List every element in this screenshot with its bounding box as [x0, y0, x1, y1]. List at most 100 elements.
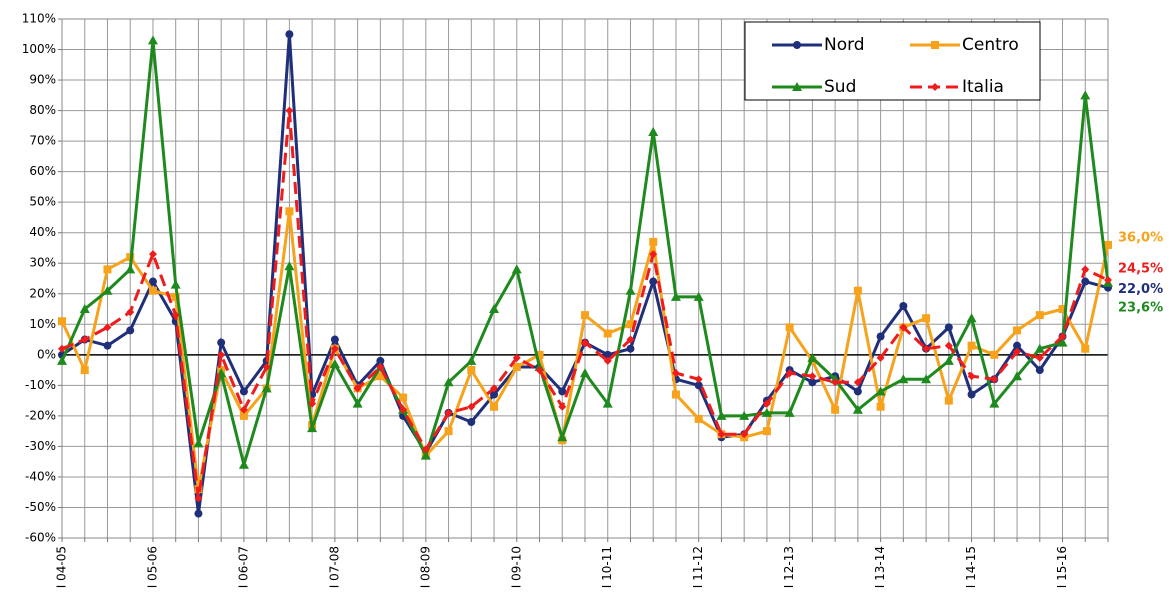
point — [512, 363, 521, 372]
point — [740, 430, 749, 439]
point — [792, 82, 802, 91]
point — [511, 264, 522, 274]
point — [762, 427, 771, 436]
point — [535, 366, 544, 375]
point — [762, 399, 771, 408]
point — [261, 383, 272, 393]
point — [967, 341, 976, 350]
point — [353, 384, 362, 393]
point — [352, 398, 363, 408]
point — [831, 405, 840, 414]
point — [467, 417, 476, 426]
y-tick-label: -10% — [25, 378, 56, 392]
point — [899, 301, 908, 310]
point — [239, 411, 248, 420]
point — [308, 399, 317, 408]
point — [626, 344, 635, 353]
point — [376, 363, 385, 372]
point — [80, 366, 89, 375]
point — [626, 335, 635, 344]
y-tick-label: -60% — [25, 531, 56, 545]
x-tick-label: I 05-06 — [145, 546, 159, 588]
point — [147, 35, 158, 45]
y-tick-label: -30% — [25, 439, 56, 453]
point — [148, 250, 157, 259]
point — [103, 323, 112, 332]
y-tick-label: 10% — [29, 317, 56, 331]
point — [444, 408, 453, 417]
value-label: 24,5% — [1118, 262, 1163, 277]
point — [670, 291, 681, 301]
y-tick-label: 40% — [29, 225, 56, 239]
point — [808, 378, 817, 387]
point — [238, 459, 249, 469]
point — [808, 372, 817, 381]
y-tick-label: 0% — [37, 347, 56, 361]
point — [899, 323, 908, 332]
point — [376, 372, 385, 381]
point — [535, 350, 544, 359]
point — [330, 344, 339, 353]
point — [648, 126, 659, 136]
y-tick-label: 110% — [22, 12, 56, 26]
point — [1081, 277, 1090, 286]
legend-label: Nord — [824, 35, 865, 55]
point — [125, 264, 136, 274]
point — [807, 352, 818, 362]
point — [558, 387, 567, 396]
y-tick-label: 30% — [29, 256, 56, 270]
point — [193, 438, 204, 448]
point — [1013, 326, 1022, 335]
point — [649, 237, 658, 246]
point — [921, 374, 932, 384]
point — [944, 341, 953, 350]
point — [103, 341, 112, 350]
point — [793, 41, 801, 49]
point — [558, 402, 567, 411]
point — [739, 410, 750, 420]
x-tick-label: I 07-08 — [327, 546, 341, 588]
point — [1057, 337, 1068, 347]
point — [853, 387, 862, 396]
point — [171, 292, 180, 301]
legend: Nord Centro Sud Italia — [744, 21, 1041, 101]
point — [626, 320, 635, 329]
point — [421, 445, 430, 454]
point — [126, 308, 135, 317]
point — [944, 323, 953, 332]
point — [490, 402, 499, 411]
x-tick-label: I 09-10 — [509, 546, 523, 588]
point — [194, 509, 203, 518]
legend-label: Sud — [824, 77, 856, 97]
point — [967, 372, 976, 381]
point — [102, 285, 113, 295]
point — [490, 384, 499, 393]
x-tick-label: I 08-09 — [418, 546, 432, 588]
point — [466, 355, 477, 365]
point — [376, 356, 385, 365]
point — [967, 390, 976, 399]
point — [444, 427, 453, 436]
point — [989, 398, 1000, 408]
point — [603, 350, 612, 359]
point — [490, 390, 499, 399]
value-label: 23,6% — [1118, 300, 1163, 315]
point — [931, 41, 939, 49]
point — [831, 378, 840, 387]
point — [966, 313, 977, 323]
y-tick-label: 100% — [22, 42, 56, 56]
point — [148, 277, 157, 286]
y-tick-label: 70% — [29, 134, 56, 148]
point — [1080, 90, 1091, 100]
point — [625, 285, 636, 295]
point — [1104, 240, 1112, 249]
point — [170, 279, 181, 289]
legend-label: Centro — [962, 35, 1019, 55]
point — [717, 430, 726, 439]
point — [671, 390, 680, 399]
point — [1012, 371, 1023, 381]
point — [330, 335, 339, 344]
point — [852, 404, 863, 414]
point — [1035, 311, 1044, 320]
